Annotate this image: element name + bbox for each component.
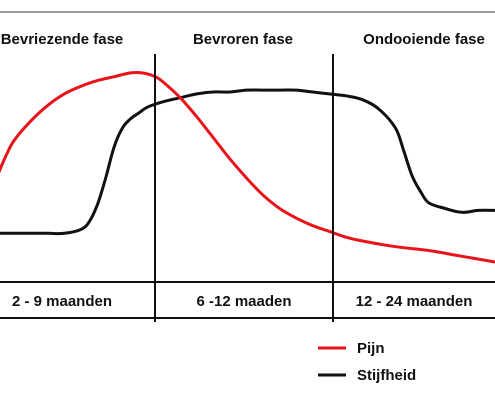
phase-title-thawing: Ondooiende fase [363,31,485,48]
phase-duration-frozen: 6 -12 maaden [196,293,291,310]
phase-title-freezing: Bevriezende fase [1,31,124,48]
series-line-stiffness [0,88,495,236]
legend-label-stiffness: Stijfheid [357,367,416,384]
legend-label-pain: Pijn [357,340,385,357]
phase-duration-freezing: 2 - 9 maanden [12,293,112,310]
phase-title-frozen: Bevroren fase [193,31,293,48]
phase-duration-thawing: 12 - 24 maanden [356,293,473,310]
series-layer [0,70,495,264]
legend: Pijn Stijfheid [318,340,416,384]
series-line-pain [0,70,495,264]
